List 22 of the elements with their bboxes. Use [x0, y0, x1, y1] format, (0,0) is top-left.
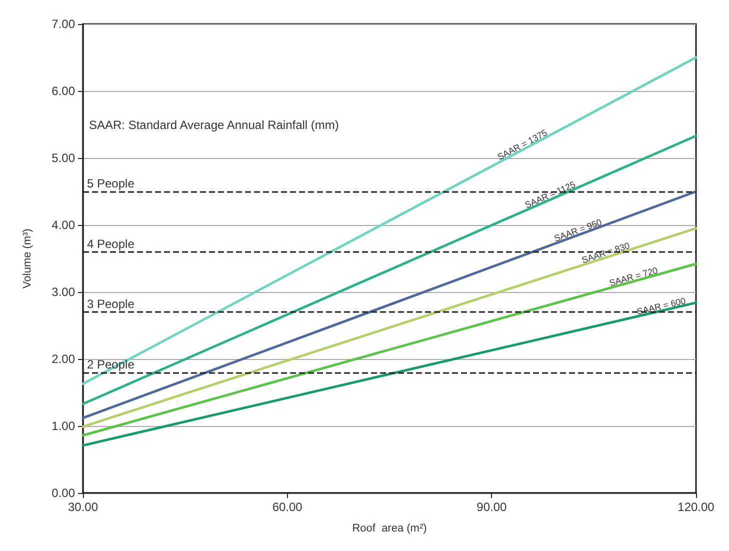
- y-tick-label: 1.00: [52, 419, 76, 433]
- y-tick-label: 2.00: [52, 352, 76, 366]
- x-tick-label: 90.00: [476, 500, 508, 514]
- text: SAAR = 1125: [523, 179, 577, 210]
- y-tick-label: 4.00: [52, 218, 76, 232]
- text: SAAR = 600: [636, 296, 687, 317]
- x-tick-label: 60.00: [272, 500, 303, 514]
- y-tick-label: 6.00: [52, 84, 76, 98]
- y-tick-label: 5.00: [52, 151, 76, 165]
- x-tick-label: 120.00: [678, 500, 715, 514]
- y-tick-label: 3.00: [52, 285, 76, 299]
- x-tick-label: 30.00: [68, 500, 98, 514]
- x-axis-title: Roof area (m²): [352, 522, 427, 534]
- text: SAAR = 1375: [496, 128, 549, 162]
- annotation: SAAR: Standard Average Annual Rainfall (mm): [89, 118, 339, 132]
- ref-line-label: 4 People: [87, 236, 135, 251]
- y-tick-label: 7.00: [52, 17, 76, 31]
- text: SAAR = 720: [608, 265, 659, 288]
- ref-line-label: 3 People: [87, 297, 135, 312]
- y-axis-title: Volume (m³): [22, 228, 34, 288]
- ref-line-label: 5 People: [87, 176, 135, 190]
- y-tick-label: 0.00: [52, 486, 76, 500]
